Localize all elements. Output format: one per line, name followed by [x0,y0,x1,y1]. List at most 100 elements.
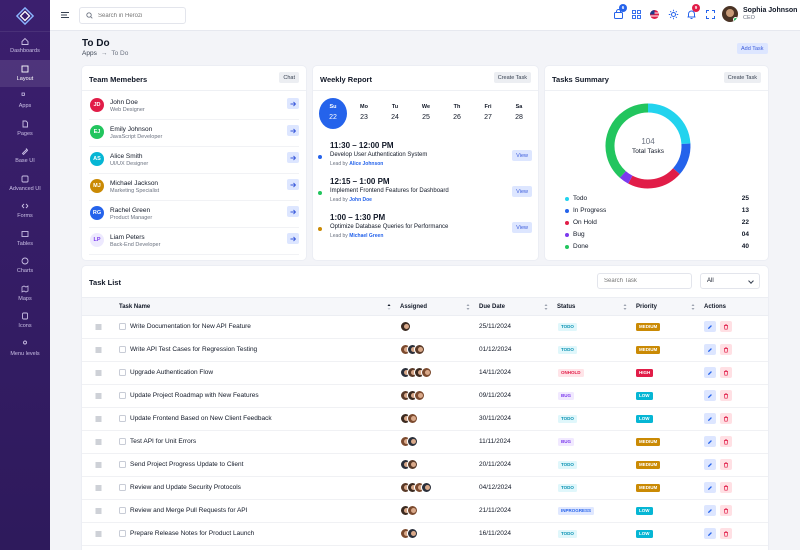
sidebar-item-forms[interactable]: Forms [0,197,50,225]
delete-task-button[interactable] [720,413,732,424]
edit-task-button[interactable] [704,436,716,447]
assignee-avatar[interactable] [421,367,432,378]
assignee-avatar[interactable] [407,459,418,470]
drag-handle-icon[interactable] [95,531,102,537]
event-view-button[interactable]: View [512,186,532,197]
drag-handle-icon[interactable] [95,393,102,399]
task-checkbox[interactable] [119,507,126,514]
assignee-avatar[interactable] [407,528,418,539]
donut-slice-todo[interactable] [647,103,691,145]
col-task-name[interactable]: Task Name [119,304,151,310]
drag-handle-icon[interactable] [95,508,102,514]
member-open-button[interactable] [287,98,299,109]
col-assigned[interactable]: Assigned [400,304,428,310]
breadcrumb-root[interactable]: Apps [82,50,97,57]
drag-handle-icon[interactable] [95,416,102,422]
apps-grid-icon[interactable] [631,9,642,20]
edit-task-button[interactable] [704,482,716,493]
assignee-avatar[interactable] [407,505,418,516]
notification-bell-icon[interactable]: 9 [686,4,700,20]
calendar-day[interactable]: Fri 27 [474,104,502,121]
drag-handle-icon[interactable] [95,462,102,468]
sidebar-item-advanced-ui[interactable]: Advanced UI [0,170,50,198]
member-open-button[interactable] [287,179,299,190]
edit-task-button[interactable] [704,528,716,539]
delete-task-button[interactable] [720,367,732,378]
cart-icon[interactable]: 6 [613,4,627,20]
edit-task-button[interactable] [704,367,716,378]
assignee-avatar[interactable] [407,436,418,447]
calendar-day[interactable]: Sa 28 [505,104,533,121]
member-open-button[interactable] [287,152,299,163]
delete-task-button[interactable] [720,321,732,332]
sidebar-item-layout[interactable]: Layout [0,59,50,87]
add-task-button[interactable]: Add Task [737,43,768,54]
task-checkbox[interactable] [119,323,126,330]
task-filter-select[interactable]: All [700,273,760,289]
donut-slice-bug[interactable] [619,170,633,184]
theme-toggle-icon[interactable] [668,9,679,20]
edit-task-button[interactable] [704,505,716,516]
assignee-avatar[interactable] [414,390,425,401]
event-lead-name[interactable]: John Doe [349,197,372,203]
sidebar-item-icons[interactable]: Icons [0,307,50,335]
edit-task-button[interactable] [704,390,716,401]
task-checkbox[interactable] [119,438,126,445]
sidebar-item-maps[interactable]: Maps [0,280,50,308]
sidebar-item-menu-levels[interactable]: Menu levels [0,335,50,363]
event-view-button[interactable]: View [512,222,532,233]
event-lead-name[interactable]: Alice Johnson [349,161,384,167]
member-open-button[interactable] [287,233,299,244]
sidebar-item-pages[interactable]: Pages [0,115,50,143]
delete-task-button[interactable] [720,436,732,447]
task-checkbox[interactable] [119,461,126,468]
task-checkbox[interactable] [119,484,126,491]
donut-slice-done[interactable] [605,103,649,178]
event-lead-name[interactable]: Michael Green [349,233,384,239]
delete-task-button[interactable] [720,390,732,401]
sort-icon[interactable] [623,303,627,311]
search-input[interactable] [98,12,178,19]
sidebar-item-dashboards[interactable]: Dashboards [0,32,50,60]
calendar-day[interactable]: Mo 23 [350,104,378,121]
brand-logo[interactable] [0,0,50,32]
assignee-avatar[interactable] [400,321,411,332]
task-checkbox[interactable] [119,392,126,399]
summary-create-task-button[interactable]: Create Task [723,72,761,83]
edit-task-button[interactable] [704,459,716,470]
member-open-button[interactable] [287,125,299,136]
assignee-avatar[interactable] [414,344,425,355]
chat-button[interactable]: Chat [279,72,299,83]
col-status[interactable]: Status [557,304,576,310]
drag-handle-icon[interactable] [95,485,102,491]
sort-icon[interactable] [466,303,470,311]
delete-task-button[interactable] [720,344,732,355]
calendar-day[interactable]: Su 22 [319,98,347,129]
edit-task-button[interactable] [704,413,716,424]
sidebar-item-charts[interactable]: Charts [0,252,50,280]
task-checkbox[interactable] [119,369,126,376]
event-view-button[interactable]: View [512,150,532,161]
sidebar-item-base-ui[interactable]: Base UI [0,142,50,170]
calendar-day[interactable]: Tu 24 [381,104,409,121]
calendar-day[interactable]: We 25 [412,104,440,121]
language-flag-icon[interactable] [649,9,660,20]
sort-icon[interactable] [544,303,548,311]
delete-task-button[interactable] [720,528,732,539]
col-due-date[interactable]: Due Date [479,304,506,310]
edit-task-button[interactable] [704,344,716,355]
sort-icon[interactable] [691,303,695,311]
donut-slice-in-progress[interactable] [672,143,691,175]
menu-toggle-icon[interactable] [60,10,70,20]
calendar-day[interactable]: Th 26 [443,104,471,121]
task-checkbox[interactable] [119,415,126,422]
weekly-create-task-button[interactable]: Create Task [493,72,531,83]
drag-handle-icon[interactable] [95,370,102,376]
delete-task-button[interactable] [720,459,732,470]
drag-handle-icon[interactable] [95,347,102,353]
sort-icon[interactable] [387,303,391,311]
edit-task-button[interactable] [704,321,716,332]
task-checkbox[interactable] [119,530,126,537]
fullscreen-icon[interactable] [705,9,716,20]
drag-handle-icon[interactable] [95,439,102,445]
